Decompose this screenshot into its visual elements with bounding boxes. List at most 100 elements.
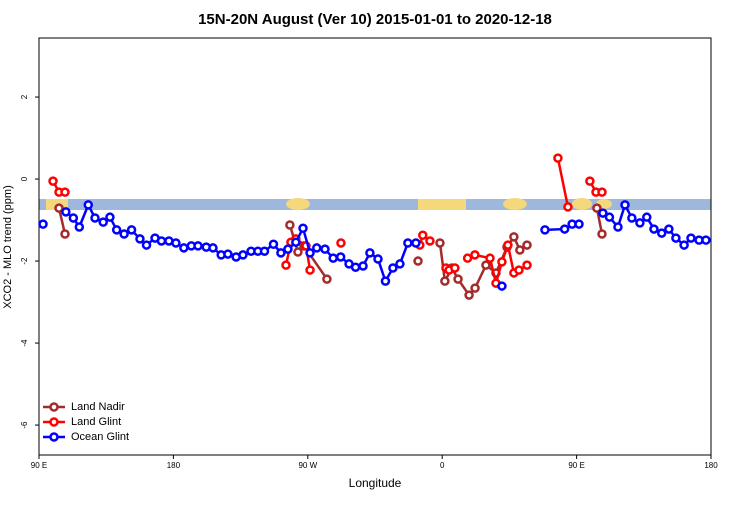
data-point: [320, 244, 330, 254]
data-point: [470, 250, 480, 260]
data-point: [686, 233, 696, 243]
legend-label: Ocean Glint: [71, 431, 129, 443]
map-strip: [39, 198, 711, 210]
data-point: [497, 281, 507, 291]
data-point: [620, 200, 630, 210]
data-point: [336, 238, 346, 248]
data-point: [485, 253, 495, 263]
data-point: [74, 222, 85, 232]
x-axis-label: Longitude: [349, 476, 402, 490]
data-point: [156, 236, 167, 246]
data-point: [627, 213, 637, 223]
data-point: [365, 248, 375, 258]
data-point: [453, 274, 463, 284]
legend-label: Land Glint: [71, 416, 121, 428]
data-point: [425, 236, 435, 246]
data-point: [701, 235, 711, 245]
x-tick-label: 90 E: [31, 461, 47, 470]
data-point: [435, 238, 445, 248]
data-point: [418, 230, 428, 240]
data-point: [281, 260, 291, 270]
data-point: [193, 241, 203, 251]
data-point: [208, 243, 218, 253]
data-point: [411, 238, 421, 248]
series-line: [556, 157, 570, 208]
data-point: [83, 200, 94, 210]
y-tick-label: -4: [20, 339, 29, 347]
data-point: [259, 246, 270, 256]
data-point: [98, 217, 108, 227]
y-tick-label: -2: [20, 257, 29, 265]
y-tick-label: 0: [20, 176, 29, 181]
data-point: [322, 274, 332, 284]
data-point: [413, 256, 423, 266]
data-point: [54, 203, 64, 213]
data-point: [38, 219, 48, 229]
data-point: [335, 252, 346, 262]
data-point: [559, 224, 570, 234]
data-point: [470, 283, 480, 293]
data-point: [540, 225, 550, 235]
data-point: [450, 263, 460, 273]
data-point: [553, 153, 563, 163]
x-tick-label: 180: [167, 461, 181, 470]
data-point: [312, 243, 322, 253]
data-point: [481, 260, 491, 270]
data-point: [268, 239, 279, 249]
x-tick-label: 0: [440, 461, 445, 470]
data-point: [350, 262, 361, 272]
data-point: [388, 263, 398, 273]
data-point: [592, 203, 602, 213]
data-point: [642, 212, 652, 222]
data-point: [403, 238, 413, 248]
data-point: [395, 259, 405, 269]
legend-marker: [49, 417, 59, 427]
data-point: [522, 260, 532, 270]
data-point: [585, 176, 595, 186]
data-point: [462, 253, 473, 263]
data-point: [179, 243, 189, 253]
data-point: [671, 233, 681, 243]
data-point: [328, 253, 338, 263]
data-point: [60, 187, 70, 197]
data-point: [509, 232, 519, 242]
legend-label: Land Nadir: [71, 401, 125, 413]
data-point: [597, 229, 607, 239]
data-point: [285, 220, 295, 230]
data-point: [604, 212, 615, 222]
data-point: [522, 240, 532, 250]
data-point: [238, 250, 248, 260]
data-point: [574, 219, 584, 229]
data-point: [223, 249, 233, 259]
data-point: [60, 229, 70, 239]
data-point: [358, 261, 368, 271]
y-tick-label: 2: [20, 94, 29, 99]
data-point: [563, 202, 573, 212]
data-point: [90, 213, 100, 223]
data-point: [649, 224, 659, 234]
data-point: [141, 240, 152, 250]
data-point: [503, 240, 513, 250]
data-point: [373, 254, 383, 264]
data-point: [497, 257, 507, 267]
x-tick-label: 90 W: [298, 461, 317, 470]
chart-title: 15N-20N August (Ver 10) 2015-01-01 to 20…: [198, 11, 552, 28]
data-point: [635, 218, 645, 228]
data-point: [105, 212, 115, 222]
data-point: [283, 244, 293, 254]
data-point: [126, 225, 137, 235]
data-point: [305, 248, 315, 258]
data-point: [515, 245, 525, 255]
data-point: [119, 229, 129, 239]
data-point: [464, 290, 474, 300]
data-point: [111, 225, 122, 235]
data-point: [291, 237, 301, 247]
data-point: [514, 265, 524, 275]
data-point: [135, 234, 145, 244]
x-tick-label: 180: [704, 461, 718, 470]
data-point: [613, 222, 623, 232]
data-point: [440, 276, 450, 286]
data-point: [48, 176, 58, 186]
